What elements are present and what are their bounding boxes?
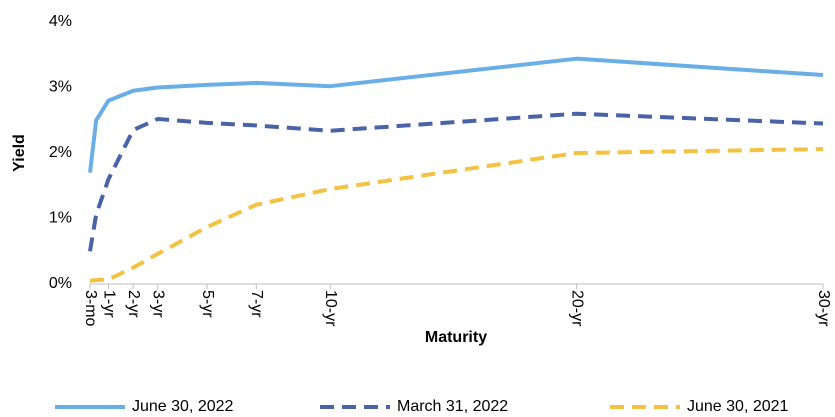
x-tick-label: 2-yr bbox=[125, 290, 142, 318]
x-tick-label: 3-mo bbox=[82, 290, 99, 327]
x-tick-label: 30-yr bbox=[815, 290, 832, 327]
y-tick-label: 3% bbox=[49, 79, 72, 96]
x-tick-label: 20-yr bbox=[568, 290, 585, 327]
y-axis-title: Yield bbox=[11, 134, 28, 172]
y-tick-label: 4% bbox=[49, 13, 72, 30]
series-line bbox=[88, 56, 824, 173]
legend-label: June 30, 2022 bbox=[132, 398, 234, 415]
x-tick-label: 10-yr bbox=[322, 290, 339, 327]
x-tick-label: 3-yr bbox=[150, 290, 167, 318]
x-tick-label: 7-yr bbox=[248, 290, 265, 318]
x-axis-title: Maturity bbox=[425, 329, 487, 346]
series-line bbox=[88, 111, 824, 252]
series-line bbox=[89, 147, 824, 283]
x-tick-label: 1-yr bbox=[100, 290, 117, 318]
legend-label: March 31, 2022 bbox=[397, 398, 508, 415]
x-tick-label: 5-yr bbox=[199, 290, 216, 318]
y-tick-label: 2% bbox=[49, 144, 72, 161]
legend-label: June 30, 2021 bbox=[687, 398, 789, 415]
y-tick-label: 1% bbox=[49, 210, 72, 227]
y-tick-label: 0% bbox=[49, 275, 72, 292]
